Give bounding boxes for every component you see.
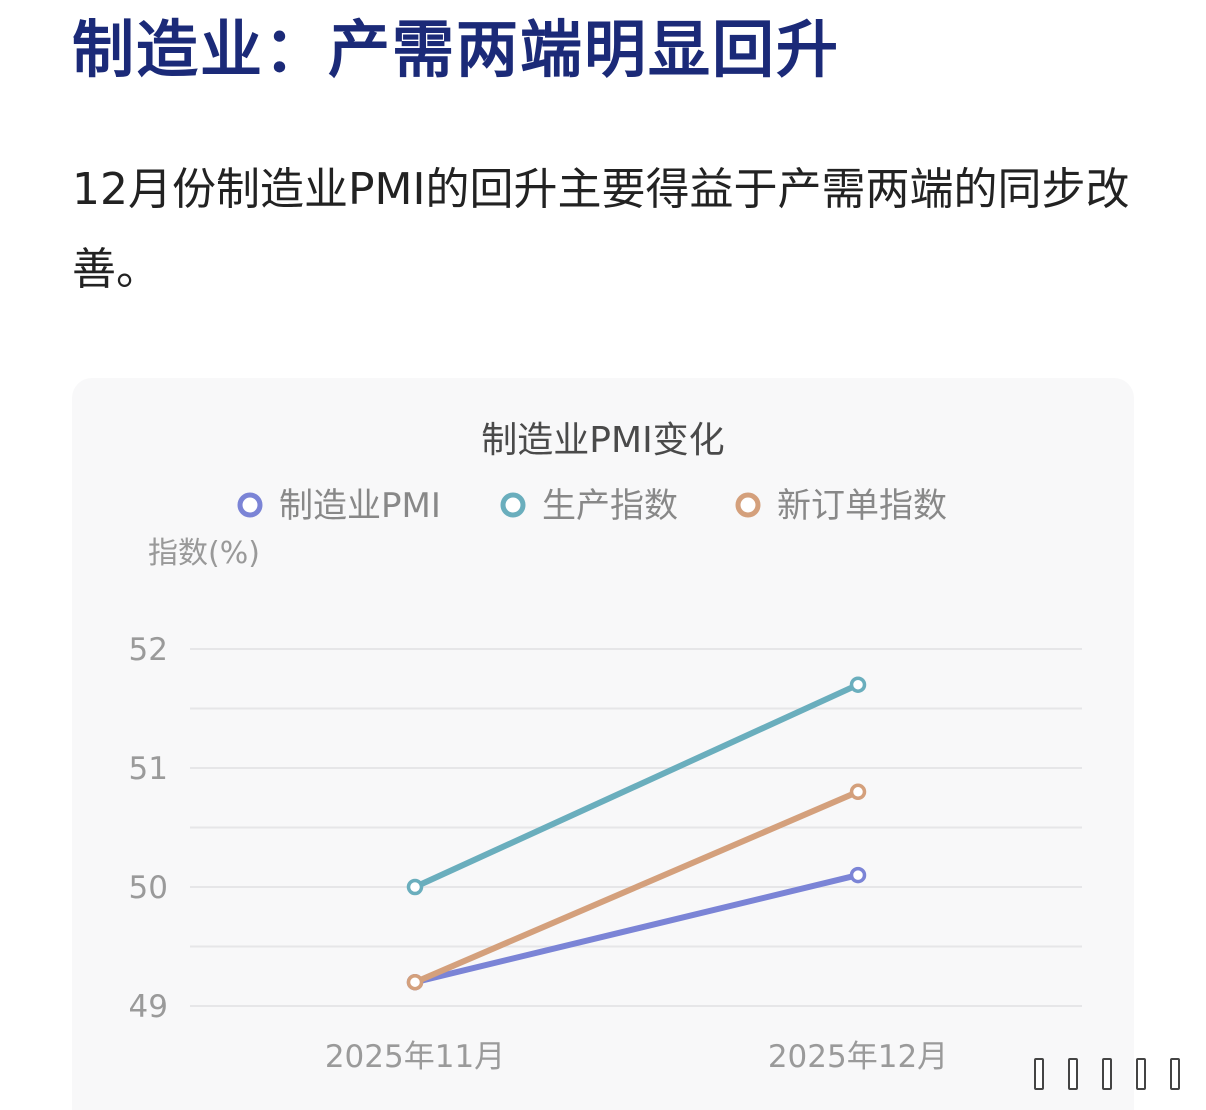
data-point xyxy=(849,676,867,693)
y-axis-ticks: 49 50 51 52 xyxy=(129,632,168,1025)
legend-marker-icon xyxy=(237,492,263,518)
chart-series xyxy=(406,676,867,991)
y-axis-label: 指数(%) xyxy=(148,536,260,571)
y-tick-label: 49 xyxy=(129,989,168,1025)
chart-legend: 制造业PMI 生产指数 新订单指数 xyxy=(237,486,947,526)
series-line-1 xyxy=(412,681,861,890)
x-tick-label: 2025年11月 xyxy=(325,1039,505,1075)
data-point xyxy=(406,878,424,896)
intro-paragraph: 12月份制造业PMI的回升主要得益于产需两端的同步改善。 xyxy=(72,164,1130,295)
legend-marker-icon xyxy=(500,492,526,518)
x-tick-label: 2025年12月 xyxy=(768,1039,948,1075)
y-tick-label: 52 xyxy=(129,632,168,668)
legend-item[interactable]: 制造业PMI xyxy=(237,486,441,526)
chart-grid xyxy=(190,648,1082,1007)
legend-label: 制造业PMI xyxy=(279,486,441,526)
legend-label: 生产指数 xyxy=(542,486,678,526)
legend-item[interactable]: 生产指数 xyxy=(500,486,678,526)
x-axis-ticks: 2025年11月 2025年12月 xyxy=(325,1039,948,1075)
series-line-0 xyxy=(412,872,861,986)
y-tick-label: 51 xyxy=(129,751,168,787)
page-title: 制造业：产需两端明显回升 xyxy=(72,13,841,86)
data-point xyxy=(849,783,867,801)
legend-item[interactable]: 新订单指数 xyxy=(735,486,947,526)
legend-marker-icon xyxy=(735,492,761,518)
data-point xyxy=(849,866,867,884)
watermark-logo xyxy=(1022,1054,1192,1094)
y-tick-label: 50 xyxy=(129,870,168,906)
legend-label: 新订单指数 xyxy=(777,486,947,526)
data-point xyxy=(406,973,424,991)
chart-title: 制造业PMI变化 xyxy=(481,420,724,461)
series-line-2 xyxy=(412,788,861,986)
